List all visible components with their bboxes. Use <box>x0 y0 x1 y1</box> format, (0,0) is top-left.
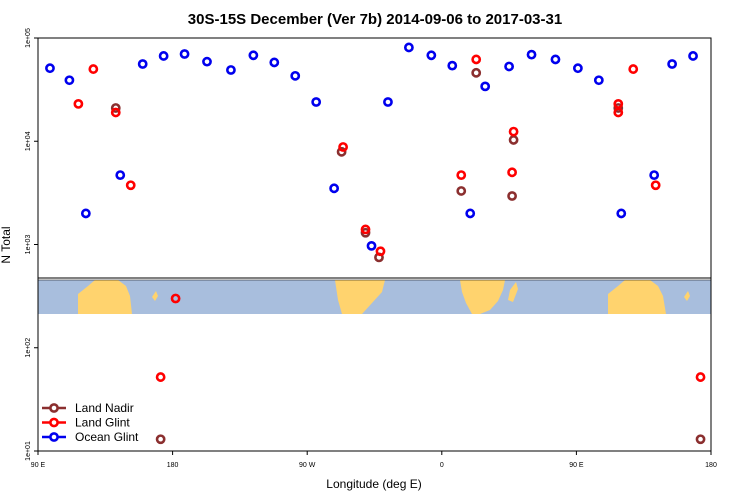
ocean-glint-point <box>248 50 259 61</box>
y-tick-label: 1e+05 <box>25 28 32 48</box>
ocean-glint-point <box>616 208 627 219</box>
ocean-glint-point <box>572 63 583 74</box>
land-nadir-point <box>456 186 467 196</box>
x-tick-label: 180 <box>705 462 717 469</box>
ocean-glint-point <box>64 75 75 86</box>
legend-label-ocean-glint: Ocean Glint <box>75 430 139 444</box>
x-axis-label: Longitude (deg E) <box>326 477 421 491</box>
y-axis: 1e+01 1e+02 1e+03 1e+04 1e+05 <box>25 28 38 461</box>
land-glint-point <box>170 293 181 304</box>
ocean-glint-point <box>329 183 340 194</box>
y-tick-label: 1e+04 <box>25 131 32 151</box>
africa-land <box>460 280 505 314</box>
land-glint-point <box>613 107 624 118</box>
new-zealand-land-repeat <box>684 291 690 301</box>
x-axis: 90 E 180 90 W 0 90 E 180 <box>31 451 717 469</box>
ocean-glint-point <box>465 208 476 219</box>
legend-marker-land-glint <box>49 417 59 428</box>
land-nadir-point <box>507 191 517 201</box>
ocean-glint-point <box>80 208 91 219</box>
ocean-glint-point <box>311 97 322 107</box>
land-glint-point <box>628 64 639 74</box>
madagascar-land <box>508 282 518 302</box>
legend-label-land-glint: Land Glint <box>75 416 130 430</box>
y-tick-label: 1e+01 <box>25 441 32 461</box>
land-glint-point <box>155 372 166 382</box>
data-points <box>45 42 706 445</box>
ocean-glint-point <box>137 59 148 69</box>
ocean-glint-point <box>426 50 437 61</box>
ocean-glint-point <box>158 51 169 61</box>
ocean-glint-point <box>688 51 698 61</box>
ocean-glint-point <box>202 56 212 67</box>
land-glint-point <box>508 126 519 137</box>
ocean-glint-point <box>550 54 561 65</box>
land-nadir-point <box>508 135 519 145</box>
land-glint-point <box>110 107 121 118</box>
ocean-glint-point <box>45 63 55 74</box>
ocean-glint-point <box>480 81 491 92</box>
land-glint-point <box>338 142 348 152</box>
land-glint-point <box>613 99 624 109</box>
ocean-glint-point <box>115 170 126 181</box>
ocean-glint-point <box>667 59 678 69</box>
x-tick-label: 90 E <box>569 462 584 469</box>
ocean-glint-point <box>179 49 190 59</box>
land-glint-point <box>650 180 661 191</box>
ocean-glint-point <box>649 170 660 181</box>
ocean-glint-point <box>403 42 414 53</box>
ocean-glint-point <box>447 60 458 71</box>
land-nadir-point <box>471 67 482 78</box>
x-tick-label: 90 W <box>299 462 316 469</box>
legend-marker-ocean-glint <box>49 432 59 442</box>
land-glint-point <box>88 64 99 74</box>
ocean-glint-point <box>290 70 301 81</box>
x-tick-label: 90 E <box>31 462 46 469</box>
land-glint-point <box>73 99 84 109</box>
y-axis-label: N Total <box>0 226 13 263</box>
ocean-glint-point <box>504 61 514 72</box>
australia-land <box>78 280 132 314</box>
y-tick-label: 1e+03 <box>25 235 32 255</box>
land-nadir-point <box>110 103 121 113</box>
australia-land-repeat <box>608 280 666 314</box>
y-tick-label: 1e+02 <box>25 338 32 358</box>
ocean-glint-point <box>366 240 377 251</box>
land-nadir-point <box>613 103 624 113</box>
new-zealand-land <box>152 291 158 301</box>
land-nadir-point <box>336 146 347 157</box>
ocean-glint-point <box>226 65 236 75</box>
x-tick-label: 0 <box>440 462 444 469</box>
ocean-glint-point <box>526 49 537 60</box>
land-nadir-point <box>695 434 706 445</box>
world-map-strip <box>38 280 711 314</box>
land-glint-point <box>360 224 371 235</box>
land-glint-point <box>375 246 386 257</box>
land-glint-point <box>125 180 136 191</box>
legend-marker-land-nadir <box>49 403 59 413</box>
land-glint-point <box>456 170 467 181</box>
chart-title: 30S-15S December (Ver 7b) 2014-09-06 to … <box>188 11 562 28</box>
x-tick-label: 180 <box>167 462 179 469</box>
land-glint-point <box>471 54 482 65</box>
south-america-land <box>335 280 385 314</box>
ocean-glint-point <box>269 57 280 68</box>
land-glint-point <box>507 167 517 178</box>
land-glint-point <box>695 372 706 382</box>
ocean-glint-point <box>383 97 393 107</box>
legend-label-land-nadir: Land Nadir <box>75 401 134 415</box>
ocean-glint-point <box>593 75 604 86</box>
land-nadir-point <box>155 434 166 445</box>
